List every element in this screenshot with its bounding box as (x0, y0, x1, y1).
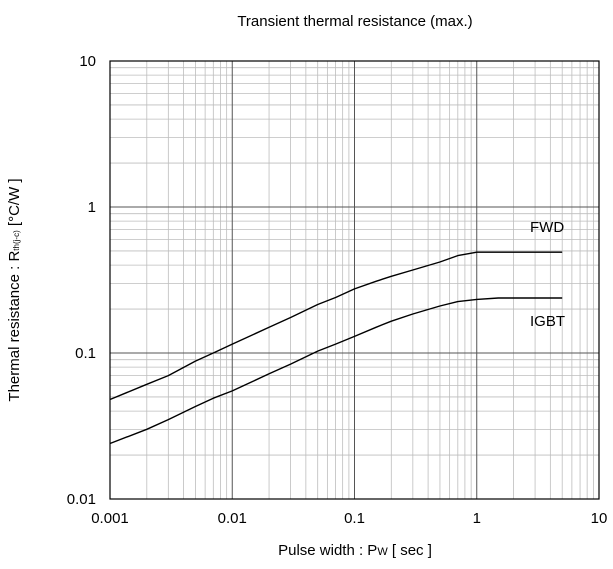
series-label-fwd: FWD (530, 219, 564, 236)
chart-title: Transient thermal resistance (max.) (237, 13, 472, 30)
x-tick-label: 10 (591, 510, 608, 527)
series-line-igbt (109, 297, 563, 445)
y-tick-label: 0.01 (67, 491, 96, 508)
series-layer (109, 251, 563, 445)
x-tick-label: 0.001 (91, 510, 129, 527)
y-tick-label: 10 (79, 53, 96, 70)
x-tick-label: 0.01 (218, 510, 247, 527)
x-axis-label: Pulse width : PW [ sec ] (278, 542, 432, 559)
plot-frame (109, 60, 600, 500)
major-grid (110, 61, 599, 499)
x-tick-label: 0.1 (344, 510, 365, 527)
y-tick-label: 0.1 (75, 345, 96, 362)
minor-grid (110, 61, 599, 499)
y-axis-label: Thermal resistance : Rth(j-c) [°C/W ] (6, 178, 23, 401)
series-line-fwd (109, 251, 563, 401)
y-tick-label: 1 (88, 199, 96, 216)
x-tick-label: 1 (473, 510, 481, 527)
tick-labels: 0.001 0.01 0.1 1 10 0.01 0.1 1 10 (67, 53, 608, 527)
series-label-igbt: IGBT (530, 313, 565, 330)
